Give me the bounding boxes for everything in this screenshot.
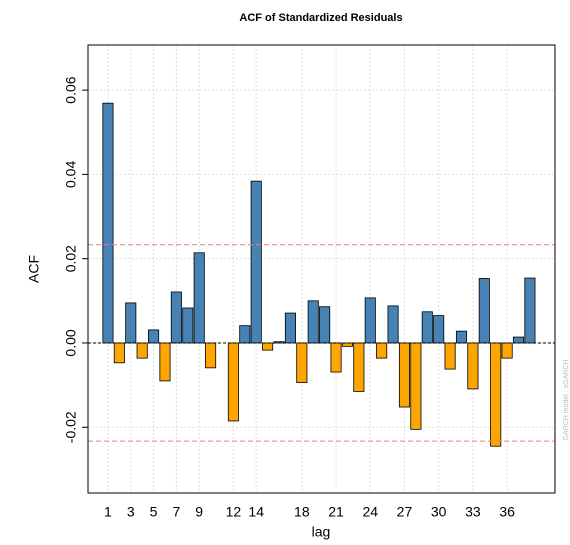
bar <box>410 342 422 430</box>
x-tick-label: 1 <box>104 504 112 520</box>
x-tick-label: 7 <box>172 504 180 520</box>
y-tick-label: 0.06 <box>63 76 79 103</box>
bar <box>113 342 125 364</box>
plot-frame <box>87 44 556 494</box>
bar <box>398 342 410 408</box>
y-tick-label: 0.02 <box>63 245 79 272</box>
chart-title: ACF of Standardized Residuals <box>239 12 402 24</box>
x-tick-label: 36 <box>499 504 515 520</box>
bar <box>170 291 182 344</box>
x-tick-label: 12 <box>226 504 242 520</box>
bar <box>421 311 433 344</box>
x-axis-label: lag <box>312 524 331 540</box>
bar <box>227 342 239 422</box>
bar <box>353 342 365 392</box>
bar <box>376 342 388 359</box>
x-tick-label: 21 <box>328 504 344 520</box>
x-tick-label: 30 <box>431 504 447 520</box>
y-tick-label: 0.04 <box>63 161 79 188</box>
bar <box>307 300 319 344</box>
bar <box>125 302 137 344</box>
bar <box>467 342 479 390</box>
bar <box>387 305 399 344</box>
x-tick-label: 18 <box>294 504 310 520</box>
bar <box>148 329 160 344</box>
y-tick-label: -0.02 <box>63 411 79 443</box>
x-tick-label: 33 <box>465 504 481 520</box>
x-tick-label: 27 <box>397 504 413 520</box>
bar <box>330 342 342 373</box>
bar <box>250 180 262 344</box>
x-tick-label: 9 <box>195 504 203 520</box>
bar <box>182 307 194 344</box>
x-tick-label: 14 <box>248 504 264 520</box>
bar <box>296 342 308 383</box>
x-tick-label: 5 <box>150 504 158 520</box>
bar <box>193 252 205 344</box>
bar <box>478 278 490 344</box>
annotation: GARCH model : sGARCH <box>563 360 570 441</box>
bar <box>136 342 148 359</box>
bar <box>262 342 274 351</box>
bar <box>239 325 251 344</box>
bar <box>433 315 445 344</box>
bar <box>512 336 525 344</box>
bar <box>444 342 456 370</box>
bar <box>102 102 114 344</box>
bar <box>159 342 171 382</box>
x-tick-label: 24 <box>362 504 378 520</box>
y-axis-label: ACF <box>26 255 42 283</box>
bar <box>341 342 353 347</box>
bar <box>501 342 513 359</box>
bar <box>364 297 376 344</box>
bar <box>455 330 468 344</box>
x-tick-label: 3 <box>127 504 135 520</box>
bar <box>490 342 502 447</box>
bar <box>319 306 331 344</box>
y-tick-label: 0.00 <box>63 329 79 356</box>
bar <box>205 342 217 369</box>
bar <box>524 277 536 344</box>
bar <box>284 312 296 344</box>
